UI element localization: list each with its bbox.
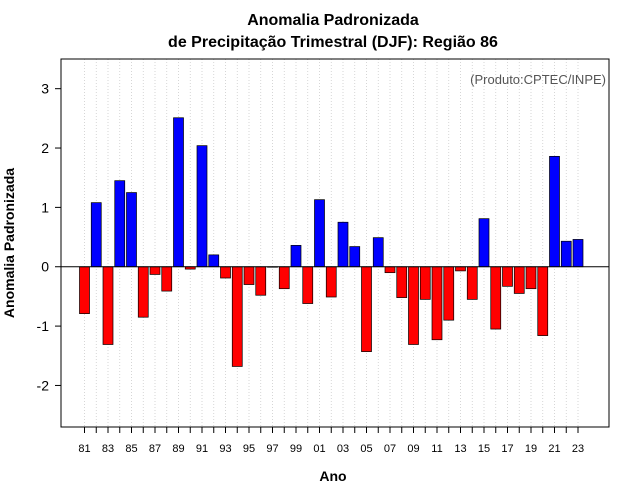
x-tick-label: 87 (149, 443, 161, 455)
x-tick-label: 13 (454, 443, 466, 455)
x-tick-label: 21 (548, 443, 560, 455)
bar-81 (79, 266, 90, 314)
y-tick-label: 1 (41, 199, 49, 215)
plot-frame (60, 58, 610, 428)
y-tick-label: -1 (37, 318, 50, 334)
bar-21 (549, 155, 560, 268)
x-tick-label: 95 (243, 443, 255, 455)
bar-07 (384, 266, 396, 274)
y-axis-label: Anomalia Padronizada (1, 168, 17, 318)
bar-96 (255, 266, 267, 296)
bar-05 (361, 266, 372, 352)
bar-83 (102, 266, 114, 345)
chart-title: Anomalia Padronizada (247, 12, 419, 29)
y-tick-label: -2 (37, 377, 50, 393)
bar-10 (419, 266, 431, 300)
x-tick-label: 99 (290, 443, 302, 455)
bar-87 (149, 266, 161, 275)
x-tick-label: 09 (407, 443, 419, 455)
bar-16 (490, 266, 502, 330)
bar-95 (243, 266, 255, 285)
bar-94 (231, 266, 243, 367)
bar-99 (290, 245, 302, 268)
x-tick-label: 93 (219, 443, 231, 455)
y-tick-label: 0 (41, 259, 49, 275)
bar-84 (114, 180, 126, 268)
y-tick-label: 3 (41, 81, 49, 97)
bar-13 (455, 266, 466, 272)
bar-19 (525, 266, 537, 290)
bar-11 (431, 266, 443, 341)
bar-12 (443, 266, 455, 321)
bar-20 (537, 266, 549, 336)
bar-23 (572, 239, 584, 268)
bar-08 (396, 266, 408, 298)
bar-85 (126, 192, 137, 268)
bar-02 (325, 266, 337, 298)
x-tick-label: 91 (196, 443, 208, 455)
bar-03 (337, 221, 349, 268)
source-annotation: (Produto:CPTEC/INPE) (470, 72, 606, 87)
x-tick-label: 07 (384, 443, 396, 455)
x-tick-label: 05 (360, 443, 372, 455)
bar-93 (220, 266, 231, 279)
bar-89 (173, 117, 184, 268)
bar-88 (161, 266, 173, 292)
y-tick-label: 2 (41, 140, 49, 156)
bars (79, 117, 584, 367)
x-tick-label: 03 (337, 443, 349, 455)
x-tick-label: 81 (78, 443, 90, 455)
x-tick-label: 01 (313, 443, 325, 455)
bar-06 (372, 237, 384, 268)
bar-01 (314, 199, 325, 268)
bar-91 (196, 145, 208, 268)
chart-subtitle: de Precipitação Trimestral (DJF): Região… (168, 34, 498, 51)
bar-98 (278, 266, 290, 290)
bar-04 (349, 246, 361, 268)
x-axis-label: Ano (319, 468, 346, 484)
grid (84, 59, 579, 427)
x-tick-label: 19 (525, 443, 537, 455)
x-tick-label: 85 (125, 443, 137, 455)
x-tick-label: 97 (266, 443, 278, 455)
bar-17 (502, 266, 513, 287)
x-tick-label: 89 (172, 443, 184, 455)
bar-18 (513, 266, 525, 294)
bar-00 (302, 266, 314, 304)
x-tick-label: 11 (431, 443, 442, 455)
x-tick-label: 83 (102, 443, 114, 455)
bar-92 (208, 254, 220, 268)
x-tick-label: 17 (501, 443, 513, 455)
x-tick-label: 15 (478, 443, 490, 455)
x-axis: 81 83 85 87 89 91 93 95 97 99 01 03 05 07 09 11 13 15 17 19… (78, 427, 584, 455)
bar-15 (478, 218, 490, 268)
y-axis: -2 -1 0 1 2 3 (37, 81, 61, 393)
bar-82 (90, 202, 102, 268)
bar-86 (137, 266, 149, 318)
bar-09 (408, 266, 419, 345)
bar-14 (466, 266, 478, 300)
x-tick-label: 23 (572, 443, 584, 455)
bar-22 (560, 240, 572, 268)
